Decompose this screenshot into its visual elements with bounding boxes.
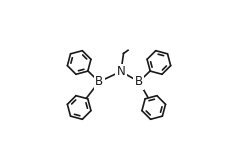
- Text: B: B: [95, 75, 103, 88]
- Text: N: N: [117, 65, 125, 78]
- Text: B: B: [135, 75, 143, 88]
